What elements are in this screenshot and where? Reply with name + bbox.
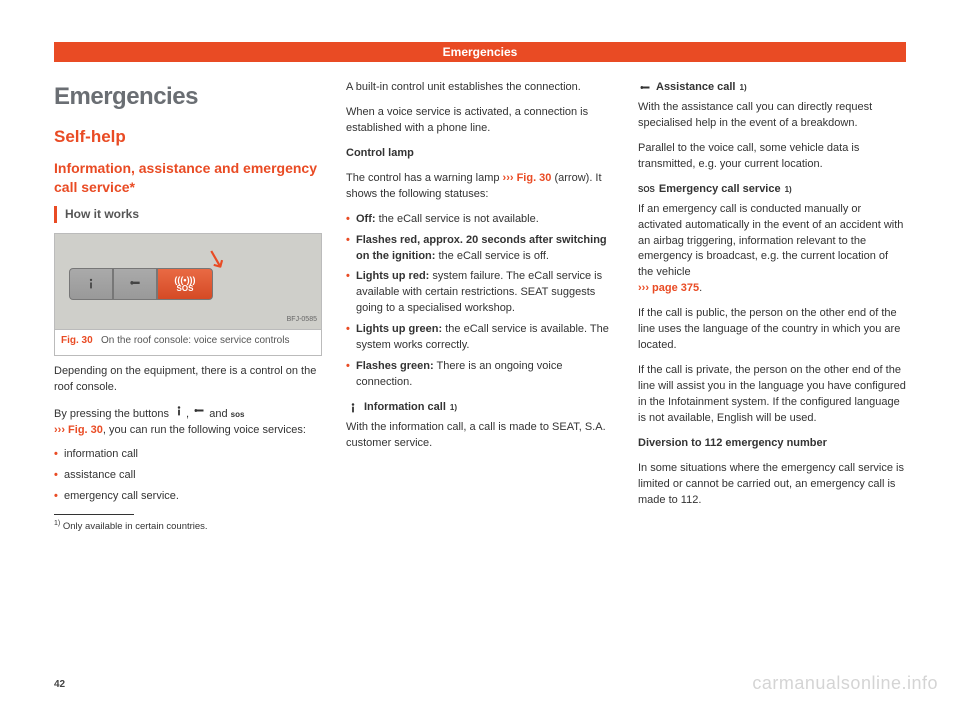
assist-p1: With the assistance call you can directl… xyxy=(638,100,906,132)
page-ref: ››› page 375 xyxy=(638,282,699,294)
status-list: Off: the eCall service is not available.… xyxy=(346,212,614,391)
section-selfhelp: Self-help xyxy=(54,125,322,150)
list-item: emergency call service. xyxy=(54,489,322,505)
column-1: Emergencies Self-help Information, assis… xyxy=(54,80,322,543)
column-2: A built-in control unit establishes the … xyxy=(346,80,614,543)
info-call-body: With the information call, a call is mad… xyxy=(346,420,614,452)
heading-emergency-call: SOS Emergency call service1) xyxy=(638,182,906,198)
ecall-p1: If an emergency call is conducted manual… xyxy=(638,202,906,298)
heading-assist-call: Assistance call1) xyxy=(638,80,906,96)
info-icon xyxy=(172,405,186,417)
diversion-body: In some situations where the emergency c… xyxy=(638,461,906,509)
col2-p1: A built-in control unit establishes the … xyxy=(346,80,614,96)
footnote-separator xyxy=(54,514,134,515)
services-list: information call assistance call emergen… xyxy=(54,447,322,505)
sos-label: SOS xyxy=(177,285,194,293)
header-bar: Emergencies xyxy=(54,42,906,62)
button-row: (((•))) SOS xyxy=(69,268,213,300)
arrow-icon: ↘ xyxy=(200,238,231,280)
assist-p2: Parallel to the voice call, some vehicle… xyxy=(638,141,906,173)
list-item: Off: the eCall service is not available. xyxy=(346,212,614,228)
info-icon xyxy=(346,402,360,414)
ecall-p3: If the call is private, the person on th… xyxy=(638,363,906,427)
figure-caption-text: On the roof console: voice service contr… xyxy=(101,335,289,346)
sos-icon-text: sos xyxy=(231,410,245,419)
list-item: Lights up red: system failure. The eCall… xyxy=(346,269,614,317)
fig-ref: ››› Fig. 30 xyxy=(54,424,103,436)
figure-number: Fig. 30 xyxy=(61,335,93,346)
col1-p2: By pressing the buttons , and sos ››› Fi… xyxy=(54,405,322,439)
fig-ref: ››› Fig. 30 xyxy=(503,172,552,184)
column-3: Assistance call1) With the assistance ca… xyxy=(638,80,906,543)
page-number: 42 xyxy=(54,679,65,690)
figure-code: BFJ-0585 xyxy=(287,315,317,325)
heading-control-lamp: Control lamp xyxy=(346,146,614,162)
heading-info-call: Information call1) xyxy=(346,400,614,416)
header-title: Emergencies xyxy=(443,45,518,59)
page: Emergencies Emergencies Self-help Inform… xyxy=(0,0,960,573)
heading-howitworks: How it works xyxy=(54,206,322,223)
list-item: Flashes green: There is an ongoing voice… xyxy=(346,359,614,391)
info-button-icon xyxy=(69,268,113,300)
wrench-icon xyxy=(638,82,652,94)
sos-icon-text: SOS xyxy=(638,184,655,196)
watermark: carmanualsonline.info xyxy=(752,673,938,694)
wrench-icon xyxy=(192,405,206,417)
figure-image: (((•))) SOS ↘ BFJ-0585 xyxy=(55,234,321,329)
list-item: Lights up green: the eCall service is av… xyxy=(346,322,614,354)
ecall-p2: If the call is public, the person on the… xyxy=(638,306,906,354)
wrench-button-icon xyxy=(113,268,157,300)
page-title: Emergencies xyxy=(54,80,322,115)
figure-caption: Fig. 30 On the roof console: voice servi… xyxy=(55,329,321,355)
footnote: 1) Only available in certain countries. xyxy=(54,519,322,534)
col2-p3: The control has a warning lamp ››› Fig. … xyxy=(346,171,614,203)
subsection-info-assist: Information, assistance and emergency ca… xyxy=(54,159,322,195)
list-item: assistance call xyxy=(54,468,322,484)
col1-p1: Depending on the equipment, there is a c… xyxy=(54,364,322,396)
list-item: information call xyxy=(54,447,322,463)
footnote-marker: 1) xyxy=(54,520,60,527)
col2-p2: When a voice service is activated, a con… xyxy=(346,105,614,137)
figure-30: (((•))) SOS ↘ BFJ-0585 Fig. 30 On the ro… xyxy=(54,233,322,356)
list-item: Flashes red, approx. 20 seconds after sw… xyxy=(346,233,614,265)
heading-diversion: Diversion to 112 emergency number xyxy=(638,436,906,452)
columns: Emergencies Self-help Information, assis… xyxy=(54,80,906,543)
footnote-text: Only available in certain countries. xyxy=(63,521,208,532)
